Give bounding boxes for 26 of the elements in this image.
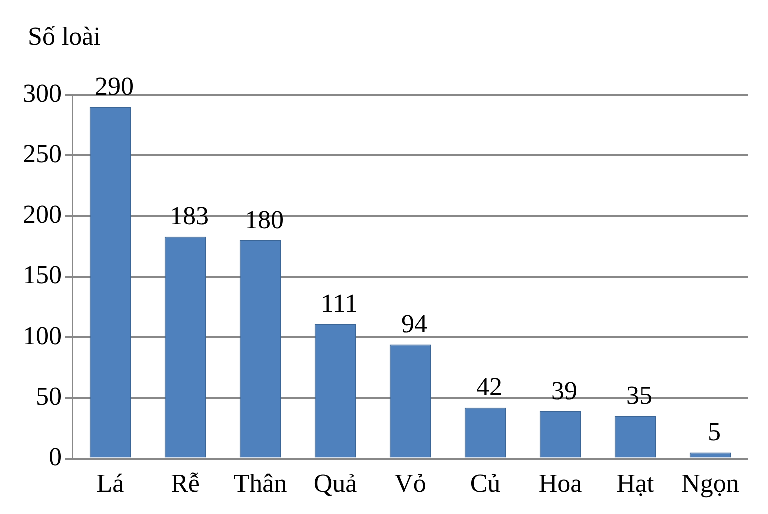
data-label: 94 — [402, 310, 428, 339]
data-label: 183 — [170, 202, 209, 231]
x-tick-label: Vỏ — [394, 469, 426, 498]
data-label: 5 — [708, 418, 721, 447]
data-label: 35 — [626, 381, 652, 410]
y-tick-label: 0 — [49, 442, 62, 472]
y-tick-label: 50 — [36, 382, 62, 411]
x-tick-label: Củ — [470, 469, 501, 498]
x-tick-label: Hoa — [538, 469, 583, 498]
y-tick-label: 250 — [23, 139, 62, 168]
y-tick-label: 300 — [23, 78, 62, 108]
x-tick-label: Quả — [314, 469, 358, 498]
x-tick-label: Rễ — [171, 469, 200, 498]
data-label: 39 — [552, 376, 578, 406]
y-axis-title: Số loài — [28, 22, 101, 52]
data-label: 180 — [245, 205, 284, 234]
y-tick-label: 100 — [23, 321, 62, 350]
x-tick-label: Lá — [96, 469, 125, 498]
data-label: 42 — [476, 372, 502, 402]
x-tick-label: Ngọn — [682, 469, 740, 498]
data-label: 111 — [320, 289, 358, 318]
x-tick-label: Hạt — [616, 469, 656, 498]
x-tick-label: Thân — [234, 469, 288, 498]
y-tick-label: 150 — [23, 260, 62, 290]
data-label: 290 — [95, 72, 134, 101]
y-tick-label: 200 — [23, 200, 62, 230]
